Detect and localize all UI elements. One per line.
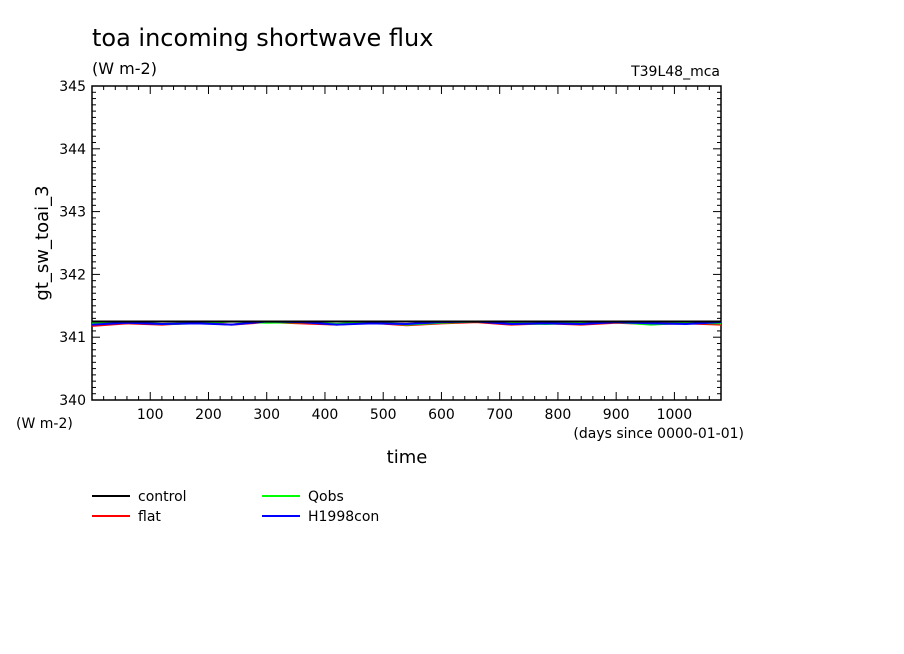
y-tick-label: 343 (59, 205, 86, 221)
legend-label-control: control (138, 489, 187, 505)
chart-units: (W m-2) (92, 59, 157, 78)
y-axis-units: (W m-2) (16, 416, 73, 432)
x-tick-label: 800 (545, 407, 572, 423)
x-tick-label: 700 (486, 407, 513, 423)
legend-label-Qobs: Qobs (308, 489, 344, 505)
x-axis-units: (days since 0000-01-01) (573, 426, 744, 442)
x-tick-label: 300 (253, 407, 280, 423)
chart-title: toa incoming shortwave flux (92, 24, 433, 52)
chart-tag: T39L48_mca (630, 64, 720, 80)
x-tick-label: 400 (312, 407, 339, 423)
y-axis-label: gt_sw_toai_3 (32, 185, 53, 300)
x-tick-label: 500 (370, 407, 397, 423)
y-axis-ticks: 340 341 342 343 344 345 (59, 79, 721, 409)
legend-label-flat: flat (138, 509, 161, 525)
x-tick-label: 100 (137, 407, 164, 423)
x-axis-label: time (387, 447, 428, 468)
x-tick-label: 600 (428, 407, 455, 423)
x-axis-ticks: 100 200 300 400 500 600 700 800 900 1000 (137, 86, 692, 423)
y-tick-label: 345 (59, 79, 86, 95)
y-tick-label: 342 (59, 267, 86, 283)
plot-area (91, 85, 722, 401)
legend-label-H1998con: H1998con (308, 509, 379, 525)
y-tick-label: 344 (59, 142, 86, 158)
x-tick-label: 900 (603, 407, 630, 423)
x-tick-label: 1000 (657, 407, 693, 423)
y-tick-label: 341 (59, 330, 86, 346)
y-tick-label: 340 (59, 393, 86, 409)
legend: control flat Qobs H1998con (92, 489, 379, 525)
minor-ticks (92, 86, 721, 400)
series-lines (91, 320, 722, 327)
x-tick-label: 200 (195, 407, 222, 423)
